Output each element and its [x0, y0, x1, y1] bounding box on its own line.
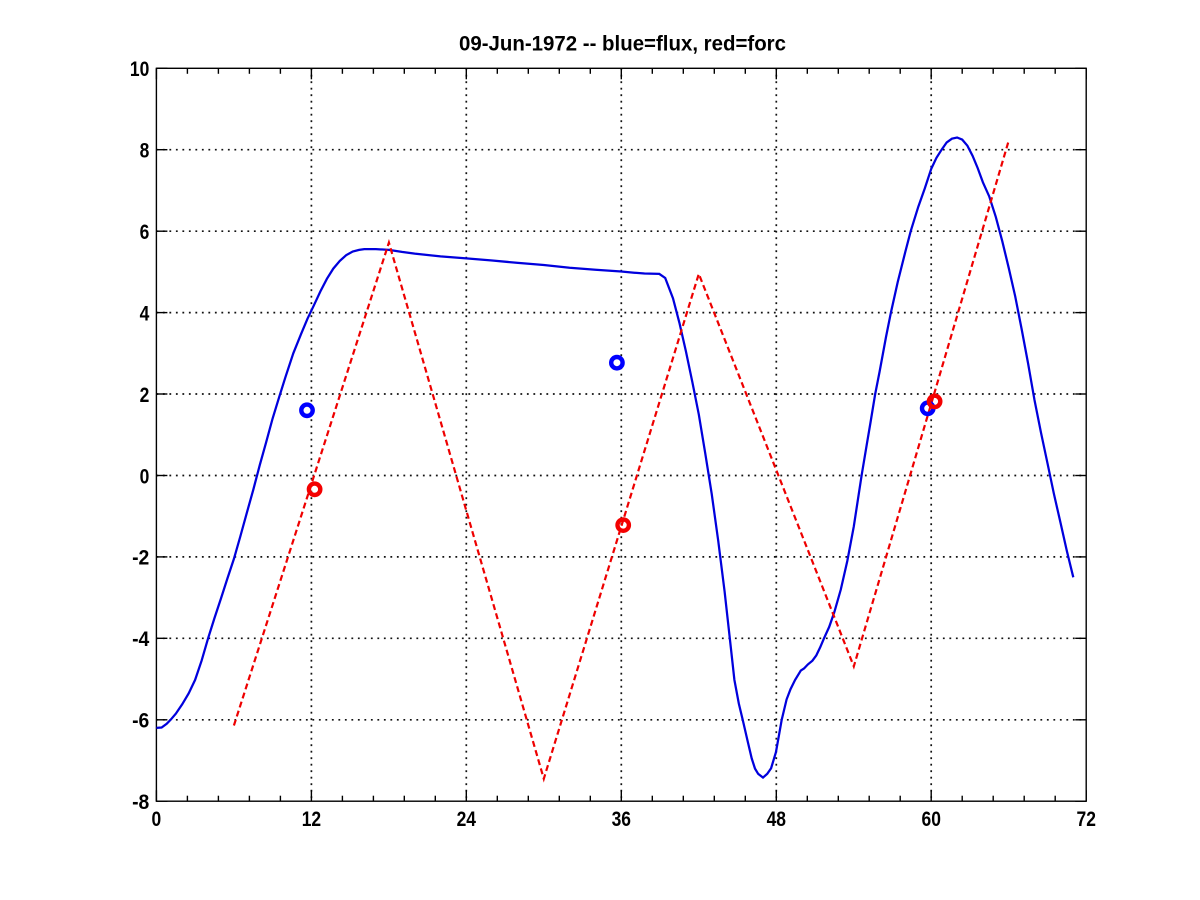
- svg-text:4: 4: [140, 301, 150, 325]
- svg-text:0: 0: [140, 464, 150, 488]
- svg-text:24: 24: [457, 807, 476, 831]
- svg-text:10: 10: [130, 57, 149, 81]
- svg-text:8: 8: [140, 139, 150, 163]
- svg-text:-2: -2: [132, 546, 149, 570]
- svg-text:-4: -4: [132, 627, 149, 651]
- svg-text:2: 2: [140, 383, 150, 407]
- svg-text:12: 12: [302, 807, 321, 831]
- svg-text:0: 0: [152, 807, 162, 831]
- svg-text:-6: -6: [132, 709, 149, 733]
- svg-text:72: 72: [1077, 807, 1096, 831]
- svg-text:-8: -8: [132, 790, 149, 814]
- svg-text:36: 36: [612, 807, 631, 831]
- svg-text:60: 60: [922, 807, 941, 831]
- svg-text:48: 48: [767, 807, 786, 831]
- svg-text:6: 6: [140, 220, 150, 244]
- svg-text:09-Jun-1972 -- blue=flux, red=: 09-Jun-1972 -- blue=flux, red=forc: [459, 32, 786, 56]
